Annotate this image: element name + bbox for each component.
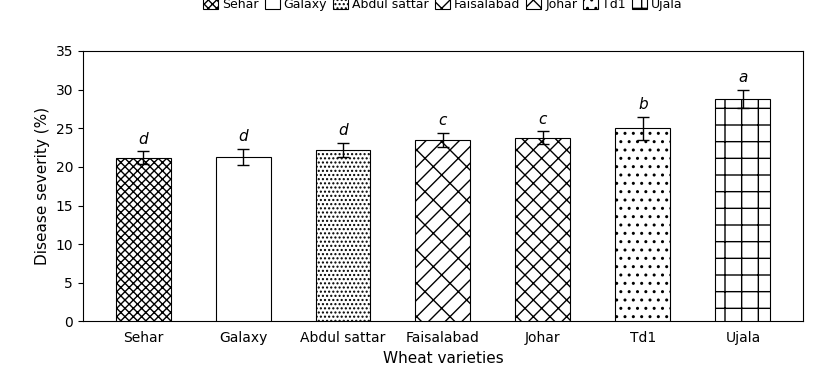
Text: b: b <box>638 97 647 112</box>
Text: d: d <box>138 132 148 147</box>
Bar <box>715 99 769 321</box>
Bar <box>215 157 270 321</box>
Bar <box>415 140 470 321</box>
X-axis label: Wheat varieties: Wheat varieties <box>382 351 503 366</box>
Bar <box>614 128 670 321</box>
Bar <box>315 150 370 321</box>
Text: c: c <box>538 112 547 127</box>
Text: c: c <box>438 113 447 128</box>
Legend: Sehar, Galaxy, Abdul sattar, Faisalabad, Johar, Td1, Ujala: Sehar, Galaxy, Abdul sattar, Faisalabad,… <box>203 0 681 11</box>
Text: a: a <box>738 70 747 85</box>
Bar <box>116 158 170 321</box>
Y-axis label: Disease severity (%): Disease severity (%) <box>35 107 50 265</box>
Text: d: d <box>337 123 347 138</box>
Text: d: d <box>238 129 247 145</box>
Bar <box>515 138 570 321</box>
